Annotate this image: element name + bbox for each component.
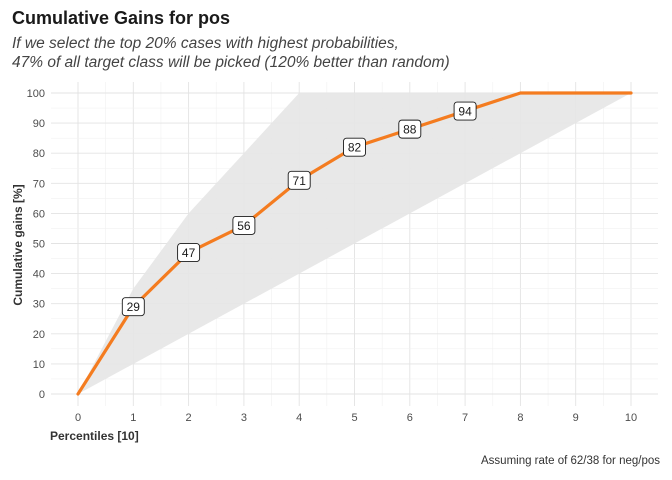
x-tick-label: 5 <box>351 412 357 424</box>
subtitle-line-1: If we select the top 20% cases with high… <box>12 35 399 52</box>
x-tick-label: 7 <box>462 412 468 424</box>
y-tick-label: 10 <box>33 359 45 371</box>
y-tick-label: 50 <box>33 239 45 251</box>
y-axis-label: Cumulative gains [%] <box>11 184 25 305</box>
data-label: 71 <box>293 174 307 188</box>
data-label-box <box>121 297 145 317</box>
data-label-box <box>232 215 256 235</box>
y-tick-label: 80 <box>33 148 45 160</box>
y-tick-label: 100 <box>27 88 45 100</box>
x-tick-label: 2 <box>186 412 192 424</box>
chart-caption: Assuming rate of 62/38 for neg/pos <box>481 455 660 467</box>
data-label: 47 <box>182 246 196 260</box>
data-labels: 29 47 56 71 82 88 94 <box>121 101 477 317</box>
x-tick-label: 6 <box>407 412 413 424</box>
data-label-box <box>398 119 422 139</box>
y-tick-label: 90 <box>33 118 45 130</box>
x-tick-label: 1 <box>130 412 136 424</box>
x-tick-label: 3 <box>241 412 247 424</box>
data-label-box <box>453 101 477 121</box>
data-label: 94 <box>458 105 472 119</box>
x-tick-label: 9 <box>573 412 579 424</box>
chart-subtitle: If we select the top 20% cases with high… <box>12 34 450 72</box>
data-label: 82 <box>348 141 362 155</box>
data-label-box <box>343 137 366 157</box>
x-tick-label: 8 <box>517 412 523 424</box>
y-tick-label: 20 <box>33 329 45 341</box>
data-label-box <box>287 170 311 190</box>
chart-title: Cumulative Gains for pos <box>12 8 231 28</box>
y-tick-label: 60 <box>33 208 45 220</box>
y-tick-label: 0 <box>39 389 45 401</box>
y-axis-ticks: 0 10 20 30 40 50 60 70 80 90 100 <box>27 88 45 401</box>
data-label: 56 <box>237 219 251 233</box>
y-tick-label: 40 <box>33 269 45 281</box>
y-tick-label: 70 <box>33 178 45 190</box>
data-label: 88 <box>403 123 417 137</box>
x-axis-label: Percentiles [10] <box>50 429 139 443</box>
x-axis-ticks: 0 1 2 3 4 5 6 7 8 9 10 <box>75 412 637 424</box>
subtitle-line-2: 47% of all target class will be picked (… <box>12 54 450 71</box>
x-tick-label: 10 <box>625 412 637 424</box>
reference-band-area <box>78 93 631 394</box>
data-label: 29 <box>127 300 141 314</box>
data-label-box <box>177 243 201 262</box>
x-tick-label: 4 <box>296 412 302 424</box>
x-tick-label: 0 <box>75 412 81 424</box>
y-tick-label: 30 <box>33 299 45 311</box>
reference-band <box>78 93 631 394</box>
